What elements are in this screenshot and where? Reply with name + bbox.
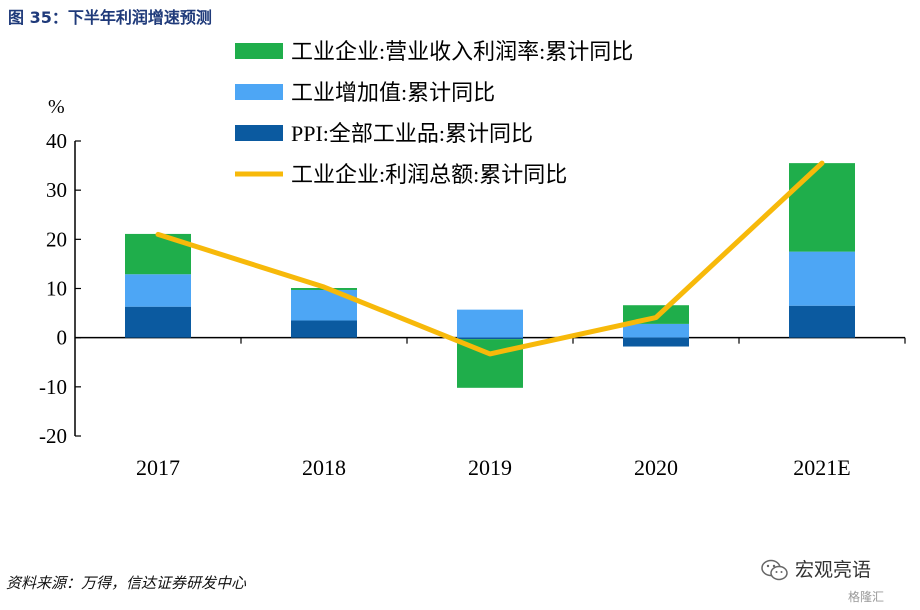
- y-tick-label: 40: [46, 129, 67, 153]
- line-profit-total: [155, 160, 825, 357]
- bar-value-added: [457, 309, 523, 338]
- legend-label: 工业企业:营业收入利润率:累计同比: [291, 39, 633, 64]
- legend-label: PPI:全部工业品:累计同比: [291, 121, 533, 146]
- axes: 40 30 20 10 0 -10 -20 2017 2018 2019 2020 2021E: [39, 129, 906, 480]
- source-note: 资料来源：万得，信达证券研发中心: [6, 574, 247, 592]
- x-tick-label: 2021E: [793, 455, 850, 480]
- y-tick-label: -10: [39, 375, 67, 399]
- y-tick-label: 30: [46, 178, 67, 202]
- profit-line: [155, 160, 825, 357]
- figure-title: 图 35：下半年利润增速预测: [8, 8, 212, 27]
- bar-profit-margin: [789, 163, 855, 252]
- legend-label: 工业增加值:累计同比: [291, 80, 495, 105]
- bar-ppi: [789, 305, 855, 338]
- x-tick-label: 2018: [302, 455, 346, 480]
- bar-ppi: [125, 306, 191, 338]
- x-tick-label: 2019: [468, 455, 512, 480]
- wechat-icon: [761, 559, 788, 581]
- x-tick-label: 2017: [136, 455, 180, 480]
- y-tick-label: 10: [46, 277, 67, 301]
- legend-label: 工业企业:利润总额:累计同比: [291, 162, 567, 187]
- bar-ppi: [623, 337, 689, 347]
- legend-swatch: [235, 125, 283, 141]
- legend-swatch: [235, 43, 283, 59]
- watermark-sub: 格隆汇: [848, 590, 885, 604]
- watermark-name: 宏观亮语: [795, 559, 872, 581]
- bar-ppi: [291, 320, 357, 338]
- bar-value-added: [623, 323, 689, 338]
- y-tick-label: 20: [46, 227, 67, 251]
- legend-swatch: [235, 84, 283, 100]
- bar-value-added: [789, 251, 855, 306]
- y-tick-label: -20: [39, 424, 67, 448]
- bar-ppi: [457, 337, 523, 340]
- y-tick-label: 0: [57, 326, 68, 350]
- x-tick-label: 2020: [634, 455, 678, 480]
- bar-value-added: [125, 274, 191, 307]
- y-axis-unit: %: [48, 96, 65, 118]
